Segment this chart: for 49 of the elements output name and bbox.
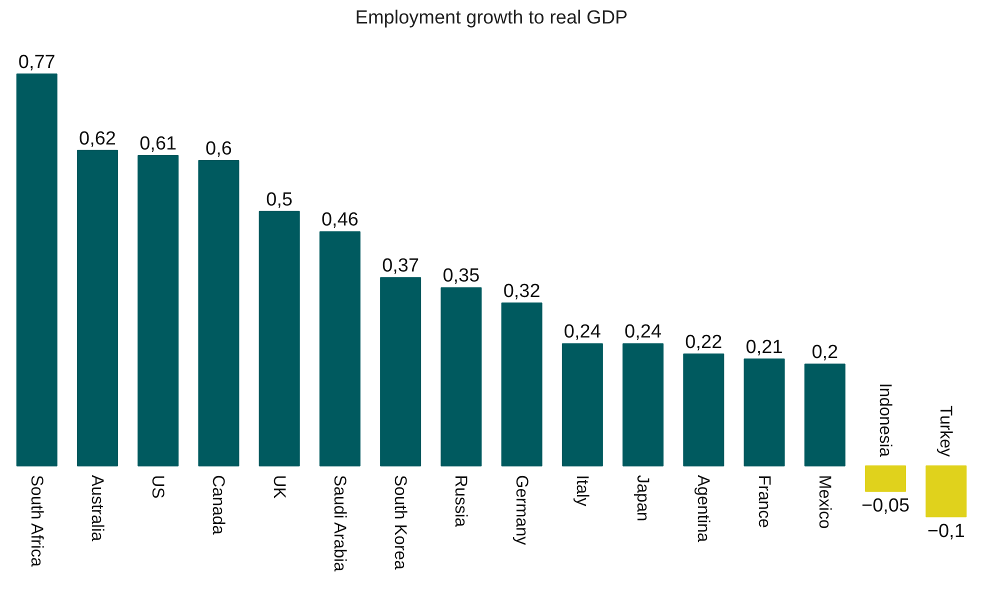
data-label: −0,1 bbox=[927, 520, 965, 542]
bar bbox=[198, 160, 240, 466]
bar bbox=[622, 343, 664, 466]
data-label: 0,21 bbox=[746, 336, 783, 358]
x-tick-label: Saudi Arabia bbox=[330, 475, 350, 572]
bar bbox=[319, 231, 360, 466]
bar bbox=[138, 154, 179, 466]
x-tick-label: Australia bbox=[88, 475, 107, 542]
x-tick-label: Turkey bbox=[936, 405, 956, 458]
bar bbox=[804, 364, 846, 466]
x-tick-label: France bbox=[754, 475, 774, 528]
data-label: 0,62 bbox=[79, 128, 116, 150]
x-tick-label: UK bbox=[270, 475, 289, 500]
data-label: −0,05 bbox=[861, 495, 910, 516]
data-label: 0,35 bbox=[442, 266, 480, 287]
data-label: 0,24 bbox=[624, 322, 662, 343]
bar bbox=[380, 277, 422, 466]
data-label: 0,5 bbox=[266, 189, 293, 210]
x-tick-label: Indonesia bbox=[876, 383, 896, 458]
x-tick-label: Canada bbox=[209, 475, 228, 536]
data-label: 0,22 bbox=[685, 332, 722, 353]
x-tick-label: Agentina bbox=[694, 475, 714, 543]
data-label: 0,24 bbox=[564, 322, 602, 343]
x-tick-label: Russia bbox=[452, 475, 471, 528]
bar bbox=[865, 465, 906, 492]
x-tick-label: Mexico bbox=[815, 475, 834, 529]
bar bbox=[76, 150, 118, 466]
data-label: 0,37 bbox=[382, 256, 420, 277]
x-tick-label: Japan bbox=[634, 475, 653, 522]
data-label: 0,6 bbox=[206, 138, 232, 160]
x-tick-label: Italy bbox=[572, 475, 592, 507]
bar bbox=[16, 74, 58, 466]
x-tick-label: US bbox=[148, 475, 168, 499]
bar bbox=[501, 302, 542, 466]
bar bbox=[562, 343, 603, 466]
bar bbox=[744, 358, 785, 466]
x-tick-label: South Korea bbox=[391, 475, 410, 570]
bar bbox=[926, 465, 967, 518]
bar bbox=[258, 210, 300, 466]
data-label: 0,61 bbox=[140, 133, 177, 154]
data-label: 0,2 bbox=[812, 342, 838, 364]
x-tick-label: Germany bbox=[512, 475, 532, 546]
chart-title: Employment growth to real GDP bbox=[355, 8, 628, 28]
bar bbox=[683, 353, 724, 466]
bar bbox=[440, 287, 482, 466]
x-tick-label: South Africa bbox=[27, 475, 46, 568]
data-label: 0,32 bbox=[503, 280, 540, 302]
data-label: 0,46 bbox=[321, 210, 358, 231]
data-label: 0,77 bbox=[18, 52, 56, 73]
